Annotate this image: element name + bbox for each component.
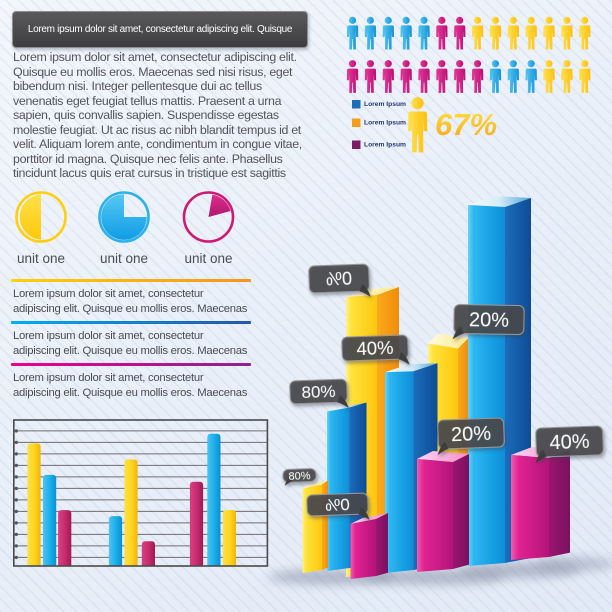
svg-text:Lorem Ipsum: Lorem Ipsum: [364, 101, 406, 108]
svg-text:20%: 20%: [451, 423, 492, 446]
svg-text:unit one: unit one: [17, 251, 65, 266]
svg-text:Lorem Ipsum: Lorem Ipsum: [364, 142, 406, 149]
svg-text:20%: 20%: [469, 309, 510, 332]
svg-text:Lorem Ipsum: Lorem Ipsum: [364, 120, 406, 127]
svg-text:80%: 80%: [288, 470, 311, 483]
svg-text:80%: 80%: [301, 382, 336, 402]
svg-text:40%: 40%: [356, 337, 394, 359]
svg-text:40%: 40%: [549, 431, 590, 454]
svg-text:0%: 0%: [326, 268, 353, 289]
svg-text:0%: 0%: [325, 495, 350, 515]
svg-text:unit one: unit one: [100, 251, 148, 266]
svg-text:unit one: unit one: [184, 251, 232, 266]
